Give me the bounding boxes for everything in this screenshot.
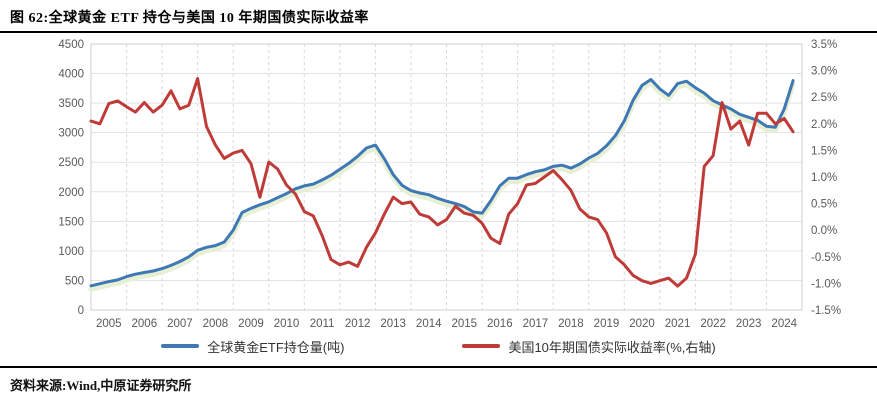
svg-text:2014: 2014: [416, 318, 442, 330]
svg-text:2000: 2000: [58, 187, 84, 199]
svg-text:0: 0: [78, 305, 84, 317]
svg-text:1.0%: 1.0%: [811, 172, 837, 184]
gold-etf-line-swatch: [161, 344, 200, 348]
dual-axis-line-chart: 4500 4000 3500 3000 2500 2000 1500 1000 500 0 3.5%…: [58, 39, 841, 330]
svg-text:2016: 2016: [487, 318, 513, 330]
svg-text:2007: 2007: [167, 318, 193, 330]
svg-text:2018: 2018: [558, 318, 584, 330]
svg-text:2009: 2009: [238, 318, 264, 330]
svg-text:2019: 2019: [594, 318, 620, 330]
legend-item-gold-etf: 全球黄金ETF持仓量(吨): [161, 337, 344, 356]
svg-text:2024: 2024: [771, 318, 797, 330]
svg-text:2012: 2012: [345, 318, 371, 330]
title-rule: [0, 31, 877, 33]
svg-text:2021: 2021: [665, 318, 691, 330]
svg-text:2017: 2017: [523, 318, 549, 330]
source-rule: [0, 366, 877, 368]
svg-text:0.0%: 0.0%: [811, 225, 837, 237]
svg-text:4000: 4000: [58, 69, 84, 81]
svg-text:-1.0%: -1.0%: [811, 278, 841, 290]
figure-title: 图 62:全球黄金 ETF 持仓与美国 10 年期国债实际收益率: [10, 11, 369, 26]
legend-item-real-yield: 美国10年期国债实际收益率(%,右轴): [462, 337, 716, 356]
svg-text:-1.5%: -1.5%: [811, 305, 841, 317]
svg-text:2008: 2008: [203, 318, 229, 330]
svg-text:1500: 1500: [58, 216, 84, 228]
chart-legend: 全球黄金ETF持仓量(吨) 美国10年期国债实际收益率(%,右轴): [0, 334, 877, 358]
svg-text:1000: 1000: [58, 246, 84, 258]
svg-text:2023: 2023: [736, 318, 762, 330]
svg-text:2.5%: 2.5%: [811, 92, 837, 104]
svg-text:3.0%: 3.0%: [811, 66, 837, 78]
svg-text:-0.5%: -0.5%: [811, 252, 841, 264]
svg-text:3500: 3500: [58, 98, 84, 110]
svg-text:0.5%: 0.5%: [811, 199, 837, 211]
svg-text:2015: 2015: [451, 318, 477, 330]
svg-text:2500: 2500: [58, 157, 84, 169]
data-source: 资料来源:Wind,中原证券研究所: [10, 378, 192, 393]
svg-text:3000: 3000: [58, 128, 84, 140]
svg-text:2.0%: 2.0%: [811, 119, 837, 131]
svg-text:4500: 4500: [58, 39, 84, 51]
svg-text:500: 500: [65, 275, 84, 287]
svg-text:2010: 2010: [274, 318, 300, 330]
legend-label-real-yield: 美国10年期国债实际收益率(%,右轴): [508, 339, 716, 355]
svg-text:3.5%: 3.5%: [811, 39, 837, 51]
svg-text:1.5%: 1.5%: [811, 145, 837, 157]
real-yield-line-swatch: [462, 344, 501, 348]
svg-text:2022: 2022: [700, 318, 726, 330]
chart-area: 4500 4000 3500 3000 2500 2000 1500 1000 500 0 3.5%…: [0, 33, 877, 333]
svg-text:2006: 2006: [132, 318, 158, 330]
svg-text:2020: 2020: [629, 318, 655, 330]
legend-label-gold-etf: 全球黄金ETF持仓量(吨): [207, 339, 345, 355]
svg-text:2011: 2011: [310, 318, 335, 330]
svg-text:2005: 2005: [96, 318, 122, 330]
svg-text:2013: 2013: [380, 318, 406, 330]
